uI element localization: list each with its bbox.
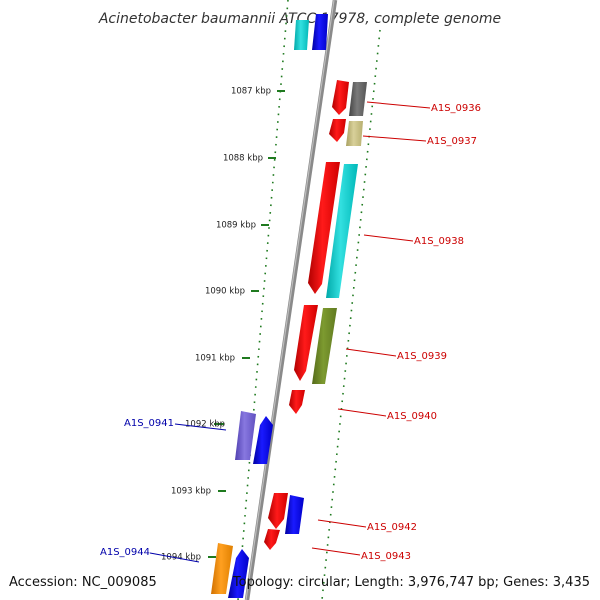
tick-label: 1089 kbp [216,221,256,231]
leader-line [363,234,414,242]
leader-line [366,101,431,109]
gene-label-a1s-0942[interactable]: A1S_0942 [367,522,417,533]
cds-arrow-red[interactable] [268,493,288,529]
gene-label-a1s-0937[interactable]: A1S_0937 [427,136,477,147]
kbp-ticks: 1087 kbp 1088 kbp 1089 kbp 1090 kbp 1091… [161,87,285,563]
tick-label: 1087 kbp [231,87,271,97]
leader-line [317,519,367,528]
tick-label: 1092 kbp [185,420,225,430]
gene-label-a1s-0936[interactable]: A1S_0936 [431,103,481,114]
gene-features [211,14,367,598]
feature-bar-gray[interactable] [349,82,367,116]
feature-bar-cyan[interactable] [294,20,309,50]
tick-label: 1093 kbp [171,487,211,497]
feature-bar-khaki[interactable] [346,121,363,146]
feature-bar-orange[interactable] [211,543,233,594]
cds-arrow-blue[interactable] [253,416,273,464]
cds-arrow-blue[interactable] [228,549,249,598]
cds-arrow-red[interactable] [329,119,346,142]
reverse-strand-guide [237,0,289,600]
leader-line [362,135,427,142]
tick-label: 1088 kbp [223,154,263,164]
gene-label-a1s-0938[interactable]: A1S_0938 [414,236,464,247]
genome-summary-text: Topology: circular; Length: 3,976,747 bp… [232,575,590,590]
leader-line [345,348,397,357]
cds-arrow-red[interactable] [308,162,340,294]
cds-arrow-red[interactable] [332,80,349,115]
strand-guides [237,0,381,600]
accession-text: Accession: NC_009085 [9,575,157,590]
genome-backbone-highlight [245,0,335,600]
genome-backbone [244,0,338,600]
cds-arrow-red[interactable] [289,390,305,414]
feature-bar-blue[interactable] [285,495,304,534]
gene-labels: A1S_0936 A1S_0937 A1S_0938 A1S_0939 A1S_… [100,101,481,563]
leader-line [149,552,200,563]
feature-bar-purple[interactable] [235,411,256,460]
gene-label-a1s-0941[interactable]: A1S_0941 [124,418,174,429]
tick-label: 1091 kbp [195,354,235,364]
gene-label-a1s-0939[interactable]: A1S_0939 [397,351,447,362]
gene-label-a1s-0943[interactable]: A1S_0943 [361,551,411,562]
leader-line [174,423,227,431]
cds-arrow-blue[interactable] [312,14,328,50]
gene-label-a1s-0940[interactable]: A1S_0940 [387,411,437,422]
feature-bar-cyan[interactable] [326,164,358,298]
leader-line [337,408,387,417]
tick-label: 1090 kbp [205,287,245,297]
gene-label-a1s-0944[interactable]: A1S_0944 [100,547,150,558]
leader-line [311,547,361,556]
tick-label: 1094 kbp [161,553,201,563]
feature-bar-olive[interactable] [312,308,337,384]
cds-arrow-red[interactable] [264,529,280,550]
map-title: Acinetobacter baumannii ATCC 17978, comp… [98,11,501,27]
cds-arrow-red[interactable] [294,305,318,381]
